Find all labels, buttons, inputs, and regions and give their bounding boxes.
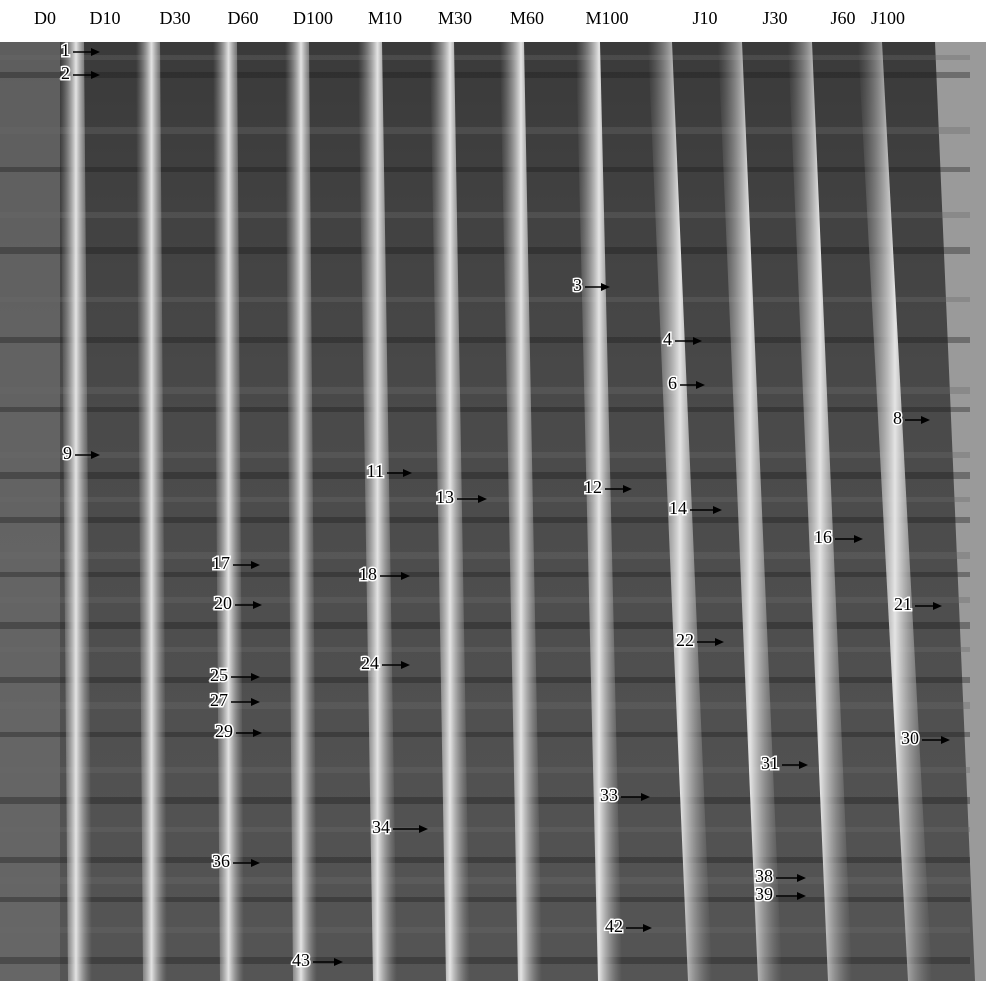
lane-label: D30 (160, 8, 191, 28)
gel-image: D0 D10 D30 D60 D100 M10 M30 M60 M100 J10 J30 J60 J10… (0, 0, 986, 981)
band-label: 18 (359, 564, 377, 584)
band-label: 12 (584, 477, 602, 497)
band-label: 36 (212, 851, 230, 871)
band-label: 42 (605, 916, 623, 936)
band-label: 4 (663, 329, 672, 349)
band-label: 39 (755, 884, 773, 904)
band-label: 6 (668, 373, 677, 393)
band-label: 31 (761, 753, 779, 773)
band-label: 38 (755, 866, 773, 886)
band-label: 22 (676, 630, 694, 650)
lane-label: D60 (228, 8, 259, 28)
gel-figure: D0 D10 D30 D60 D100 M10 M30 M60 M100 J10 J30 J60 J10… (0, 0, 986, 981)
band-label: 30 (901, 728, 919, 748)
lane-label: M60 (510, 8, 544, 28)
band-label: 3 (573, 275, 582, 295)
lane-label: M10 (368, 8, 402, 28)
lane-labels: D0 D10 D30 D60 D100 M10 M30 M60 M100 J10 J30 J60 J10… (34, 8, 905, 28)
band-label: 21 (894, 594, 912, 614)
lane-label: D0 (34, 8, 56, 28)
band-label: 33 (600, 785, 618, 805)
lane-label: J10 (692, 8, 717, 28)
band-label: 24 (361, 653, 379, 673)
band-label: 27 (210, 690, 228, 710)
band-label: 34 (372, 817, 390, 837)
lane-label: D100 (293, 8, 333, 28)
band-label: 13 (436, 487, 454, 507)
band-label: 11 (367, 461, 384, 481)
band-label: 14 (669, 498, 687, 518)
band-label: 20 (214, 593, 232, 613)
gel-edge (0, 42, 60, 981)
band-label: 43 (292, 950, 310, 970)
band-label: 17 (212, 553, 230, 573)
lane-label: M100 (585, 8, 628, 28)
lane-label: M30 (438, 8, 472, 28)
band-label: 1 (61, 40, 70, 60)
lane-label: D10 (90, 8, 121, 28)
band-label: 2 (61, 63, 70, 83)
band-label: 29 (215, 721, 233, 741)
band-label: 8 (893, 408, 902, 428)
band-label: 25 (210, 665, 228, 685)
band-label: 16 (814, 527, 832, 547)
band-label: 9 (63, 443, 72, 463)
lane-label: J60 (830, 8, 855, 28)
lane-label: J100 (871, 8, 905, 28)
lane-label: J30 (762, 8, 787, 28)
